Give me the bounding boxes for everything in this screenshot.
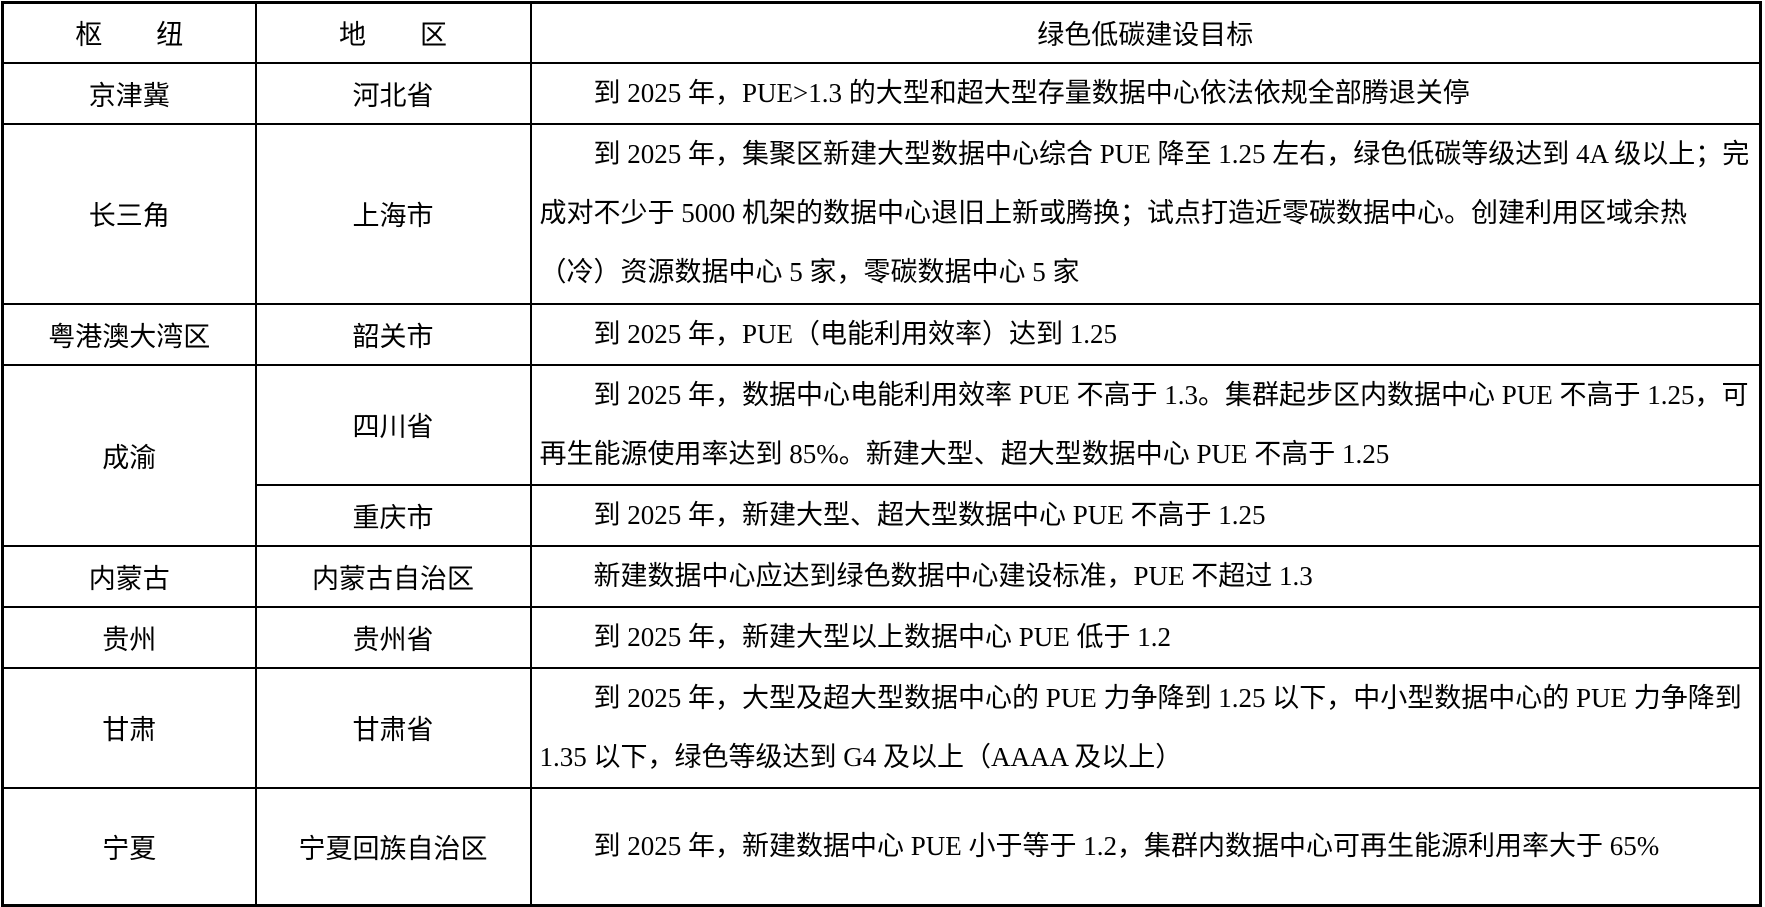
target-cell: 到 2025 年，大型及超大型数据中心的 PUE 力争降到 1.25 以下，中小… — [529, 666, 1762, 789]
target-cell: 新建数据中心应达到绿色数据中心建设标准，PUE 不超过 1.3 — [529, 544, 1762, 608]
region-cell: 四川省 — [254, 363, 532, 486]
table-row: 内蒙古 内蒙古自治区 新建数据中心应达到绿色数据中心建设标准，PUE 不超过 1… — [1, 544, 1762, 608]
region-cell: 重庆市 — [254, 483, 532, 547]
table-row: 贵州 贵州省 到 2025 年，新建大型以上数据中心 PUE 低于 1.2 — [1, 605, 1762, 669]
target-cell: 到 2025 年，数据中心电能利用效率 PUE 不高于 1.3。集群起步区内数据… — [529, 363, 1762, 486]
region-cell: 宁夏回族自治区 — [254, 786, 532, 907]
header-row: 枢 纽 地 区 绿色低碳建设目标 — [1, 1, 1762, 64]
target-cell: 到 2025 年，新建数据中心 PUE 小于等于 1.2，集群内数据中心可再生能… — [529, 786, 1762, 907]
header-hub: 枢 纽 — [1, 1, 257, 64]
region-cell: 内蒙古自治区 — [254, 544, 532, 608]
hub-cell: 长三角 — [1, 122, 257, 305]
table-row: 粤港澳大湾区 韶关市 到 2025 年，PUE（电能利用效率）达到 1.25 — [1, 302, 1762, 366]
hub-cell: 宁夏 — [1, 786, 257, 907]
hub-cell: 京津冀 — [1, 61, 257, 125]
region-cell: 贵州省 — [254, 605, 532, 669]
hub-cell: 内蒙古 — [1, 544, 257, 608]
table-row: 长三角 上海市 到 2025 年，集聚区新建大型数据中心综合 PUE 降至 1.… — [1, 122, 1762, 305]
target-cell: 到 2025 年，PUE（电能利用效率）达到 1.25 — [529, 302, 1762, 366]
hub-cell: 成渝 — [1, 363, 257, 547]
table-row: 甘肃 甘肃省 到 2025 年，大型及超大型数据中心的 PUE 力争降到 1.2… — [1, 666, 1762, 789]
target-cell: 到 2025 年，新建大型以上数据中心 PUE 低于 1.2 — [529, 605, 1762, 669]
target-cell: 到 2025 年，PUE>1.3 的大型和超大型存量数据中心依法依规全部腾退关停 — [529, 61, 1762, 125]
hub-cell: 甘肃 — [1, 666, 257, 789]
table-row: 重庆市 到 2025 年，新建大型、超大型数据中心 PUE 不高于 1.25 — [3, 483, 1762, 547]
region-cell: 甘肃省 — [254, 666, 532, 789]
region-cell: 韶关市 — [254, 302, 532, 366]
table-row: 成渝 四川省 到 2025 年，数据中心电能利用效率 PUE 不高于 1.3。集… — [1, 363, 1762, 547]
region-cell: 河北省 — [254, 61, 532, 125]
region-cell: 上海市 — [254, 122, 532, 305]
target-cell: 到 2025 年，集聚区新建大型数据中心综合 PUE 降至 1.25 左右，绿色… — [529, 122, 1762, 305]
table-row: 京津冀 河北省 到 2025 年，PUE>1.3 的大型和超大型存量数据中心依法… — [1, 61, 1762, 125]
hub-cell: 粤港澳大湾区 — [1, 302, 257, 366]
header-region: 地 区 — [254, 1, 532, 64]
hub-cell: 贵州 — [1, 605, 257, 669]
header-target: 绿色低碳建设目标 — [529, 1, 1762, 64]
target-cell: 到 2025 年，新建大型、超大型数据中心 PUE 不高于 1.25 — [529, 483, 1762, 547]
table-row: 宁夏 宁夏回族自治区 到 2025 年，新建数据中心 PUE 小于等于 1.2，… — [1, 786, 1762, 907]
